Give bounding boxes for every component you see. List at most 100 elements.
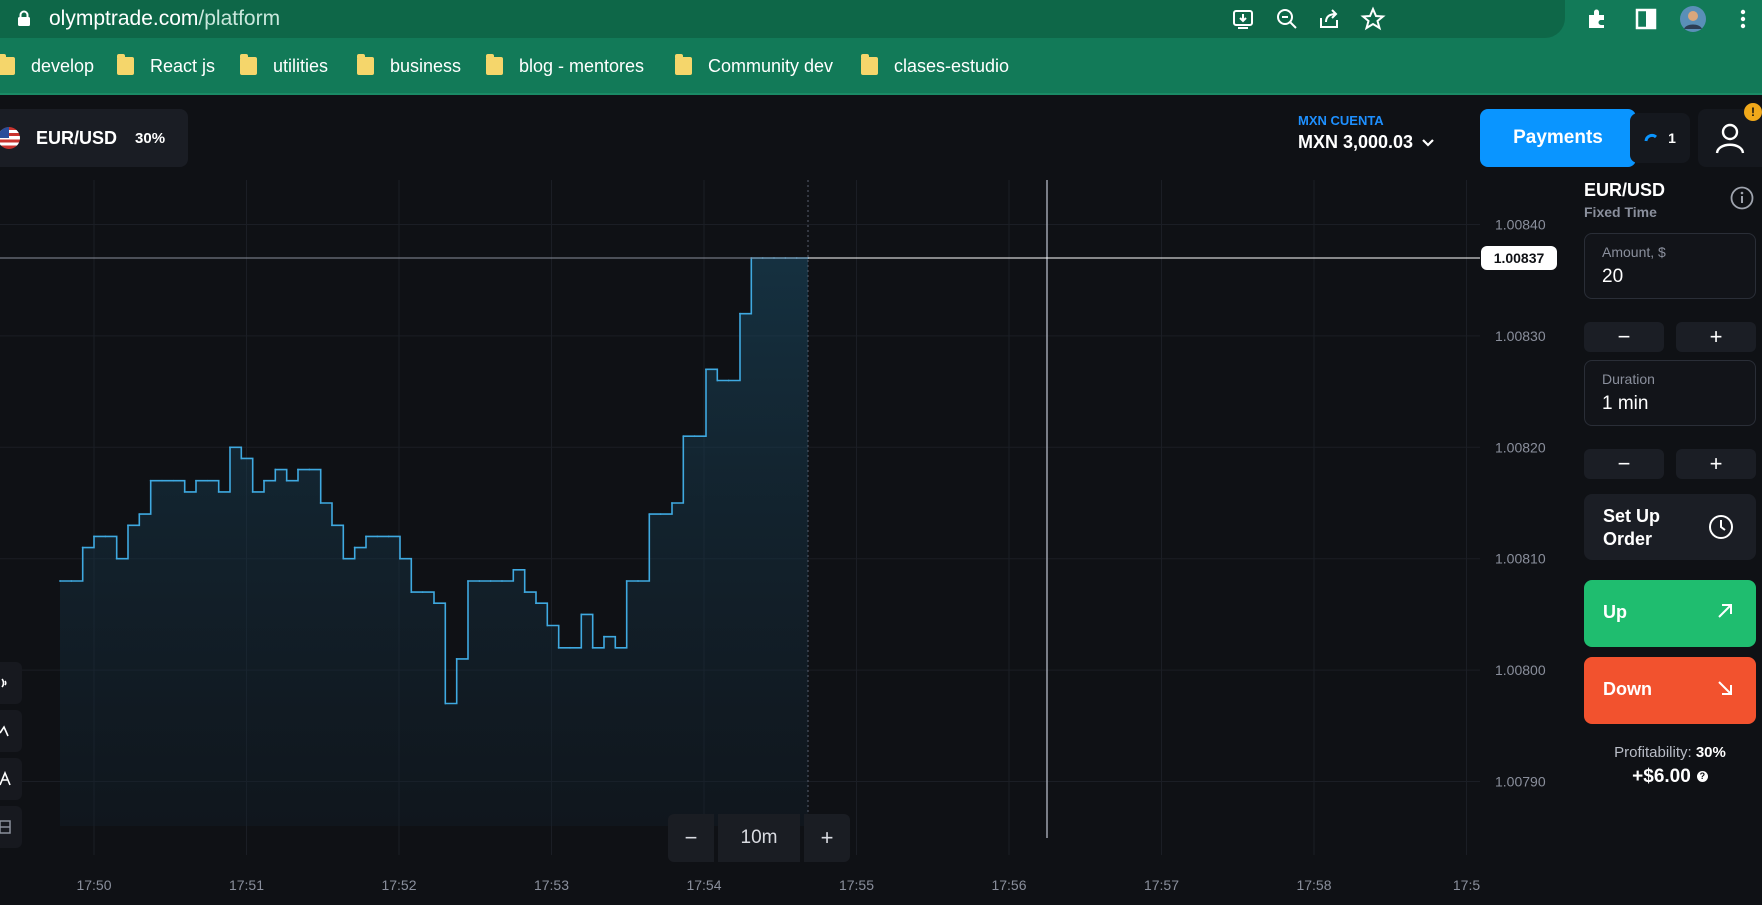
price-point (535, 602, 537, 605)
price-point (240, 457, 243, 460)
price-point (682, 435, 685, 438)
price-point (115, 557, 118, 560)
bookmark-blog-mentores[interactable]: blog - mentores (486, 54, 644, 78)
price-point (603, 635, 605, 638)
arrow-up-right-icon (1718, 604, 1732, 618)
arrow-down-right-icon (1718, 681, 1732, 695)
amount-decrease-button[interactable]: − (1584, 322, 1664, 352)
x-tick-label: 17:53 (534, 877, 569, 893)
amount-input[interactable]: Amount, $ 20 (1584, 233, 1756, 299)
price-point (625, 580, 628, 582)
duration-decrease-button[interactable]: − (1584, 449, 1664, 479)
bookmark-develop[interactable]: develop (0, 54, 94, 78)
up-button[interactable]: Up (1584, 580, 1756, 647)
bookmark-community-dev[interactable]: Community dev (675, 54, 833, 78)
price-point (637, 580, 639, 582)
zoom-out-button[interactable]: − (668, 814, 714, 862)
down-label: Down (1603, 679, 1652, 699)
y-tick-label: 1.00830 (1495, 328, 1546, 344)
price-point (421, 591, 424, 594)
profitability-value: 30% (1695, 744, 1726, 761)
x-tick-label: 17:52 (381, 877, 416, 893)
bookmark-business[interactable]: business (357, 54, 461, 78)
layout-tool-button[interactable] (0, 806, 22, 848)
price-point (149, 479, 152, 482)
y-tick-label: 1.00810 (1495, 551, 1546, 567)
price-point (693, 435, 696, 438)
price-point (308, 468, 311, 471)
payout-value: +$6.00 (1632, 766, 1691, 787)
account-label: MXN CUENTA (1298, 113, 1384, 128)
price-point (648, 513, 651, 516)
amount-increase-button[interactable]: + (1676, 322, 1756, 352)
address-bar[interactable]: olymptrade.com/platform (0, 0, 1565, 38)
extensions-icon[interactable] (1584, 6, 1610, 32)
price-point (172, 479, 175, 482)
price-point (251, 490, 254, 493)
url-text[interactable]: olymptrade.com/platform (49, 7, 281, 30)
x-tick-label: 17:57 (1144, 877, 1179, 893)
x-tick-label: 17:51 (229, 877, 264, 893)
bookmark-react-js[interactable]: React js (117, 54, 215, 78)
price-point (580, 613, 583, 616)
account-selector[interactable]: MXN CUENTA MXN 3,000.03 (1298, 113, 1435, 153)
zoom-in-button[interactable]: + (804, 814, 850, 862)
price-point (614, 646, 617, 649)
price-point (81, 546, 84, 549)
setup-order-label: Set Up Order (1603, 506, 1661, 549)
line-chart-icon (0, 725, 9, 737)
duration-value: 1 min (1602, 393, 1649, 414)
layout-icon (0, 820, 11, 834)
payments-button[interactable]: Payments (1480, 109, 1636, 167)
open-trades-button[interactable]: 1 (1630, 113, 1690, 163)
duration-label: Duration (1602, 371, 1655, 387)
bookmark-clases-estudio[interactable]: clases-estudio (861, 54, 1009, 78)
sidepanel-icon[interactable] (1633, 6, 1659, 32)
duration-input[interactable]: Duration 1 min (1584, 360, 1756, 426)
price-point (591, 646, 594, 649)
price-point (557, 646, 560, 649)
bookmark-utilities[interactable]: utilities (240, 54, 328, 78)
asset-selector[interactable]: EUR/USD 30% (0, 109, 188, 167)
current-price-tag: 1.00837 (1481, 245, 1557, 270)
price-point (285, 479, 288, 482)
indicators-tool-button[interactable] (0, 662, 22, 704)
x-tick-label: 17:55 (839, 877, 874, 893)
install-app-icon[interactable] (1230, 6, 1256, 32)
price-point (365, 535, 367, 538)
price-point (489, 580, 492, 582)
price-point (138, 513, 141, 516)
price-point (195, 479, 197, 482)
bookmarks-bar: develop React js utilities business blog… (0, 46, 1762, 84)
x-tick-label: 17:54 (686, 877, 721, 893)
price-point (319, 502, 322, 504)
chart-type-tool-button[interactable] (0, 710, 22, 752)
browser-toolbar: olymptrade.com/platform develop (0, 0, 1762, 94)
user-icon (1715, 123, 1745, 154)
account-balance: MXN 3,000.03 (1298, 132, 1435, 153)
chart-zoom-control: − 10m + (668, 814, 850, 862)
avatar[interactable] (1680, 6, 1706, 32)
info-icon[interactable] (1730, 186, 1754, 210)
share-icon[interactable] (1316, 6, 1342, 32)
duration-increase-button[interactable]: + (1676, 449, 1756, 479)
timeframe-selector[interactable]: 10m (718, 814, 800, 862)
down-button[interactable]: Down (1584, 657, 1756, 724)
y-tick-label: 1.00840 (1495, 217, 1546, 233)
trade-panel: EUR/USD Fixed Time Amount, $ 20 − + Dura… (1584, 180, 1762, 905)
y-tick-label: 1.00820 (1495, 439, 1546, 455)
setup-order-button[interactable]: Set Up Order (1584, 494, 1756, 560)
price-point (546, 624, 549, 627)
bookmark-star-icon[interactable] (1360, 6, 1386, 32)
price-point (455, 658, 458, 660)
trade-type: Fixed Time (1584, 204, 1657, 220)
price-point (501, 580, 503, 582)
zoom-out-icon[interactable] (1274, 6, 1300, 32)
price-chart[interactable]: 1.00840 1.00830 1.00820 1.00810 1.00800 1.007… (0, 180, 1560, 905)
drawing-tool-button[interactable] (0, 758, 22, 800)
help-icon[interactable]: ? (1696, 771, 1708, 783)
price-point (93, 535, 95, 538)
menu-dots-icon[interactable] (1730, 6, 1756, 32)
amount-value: 20 (1602, 266, 1624, 287)
price-point (206, 479, 209, 482)
